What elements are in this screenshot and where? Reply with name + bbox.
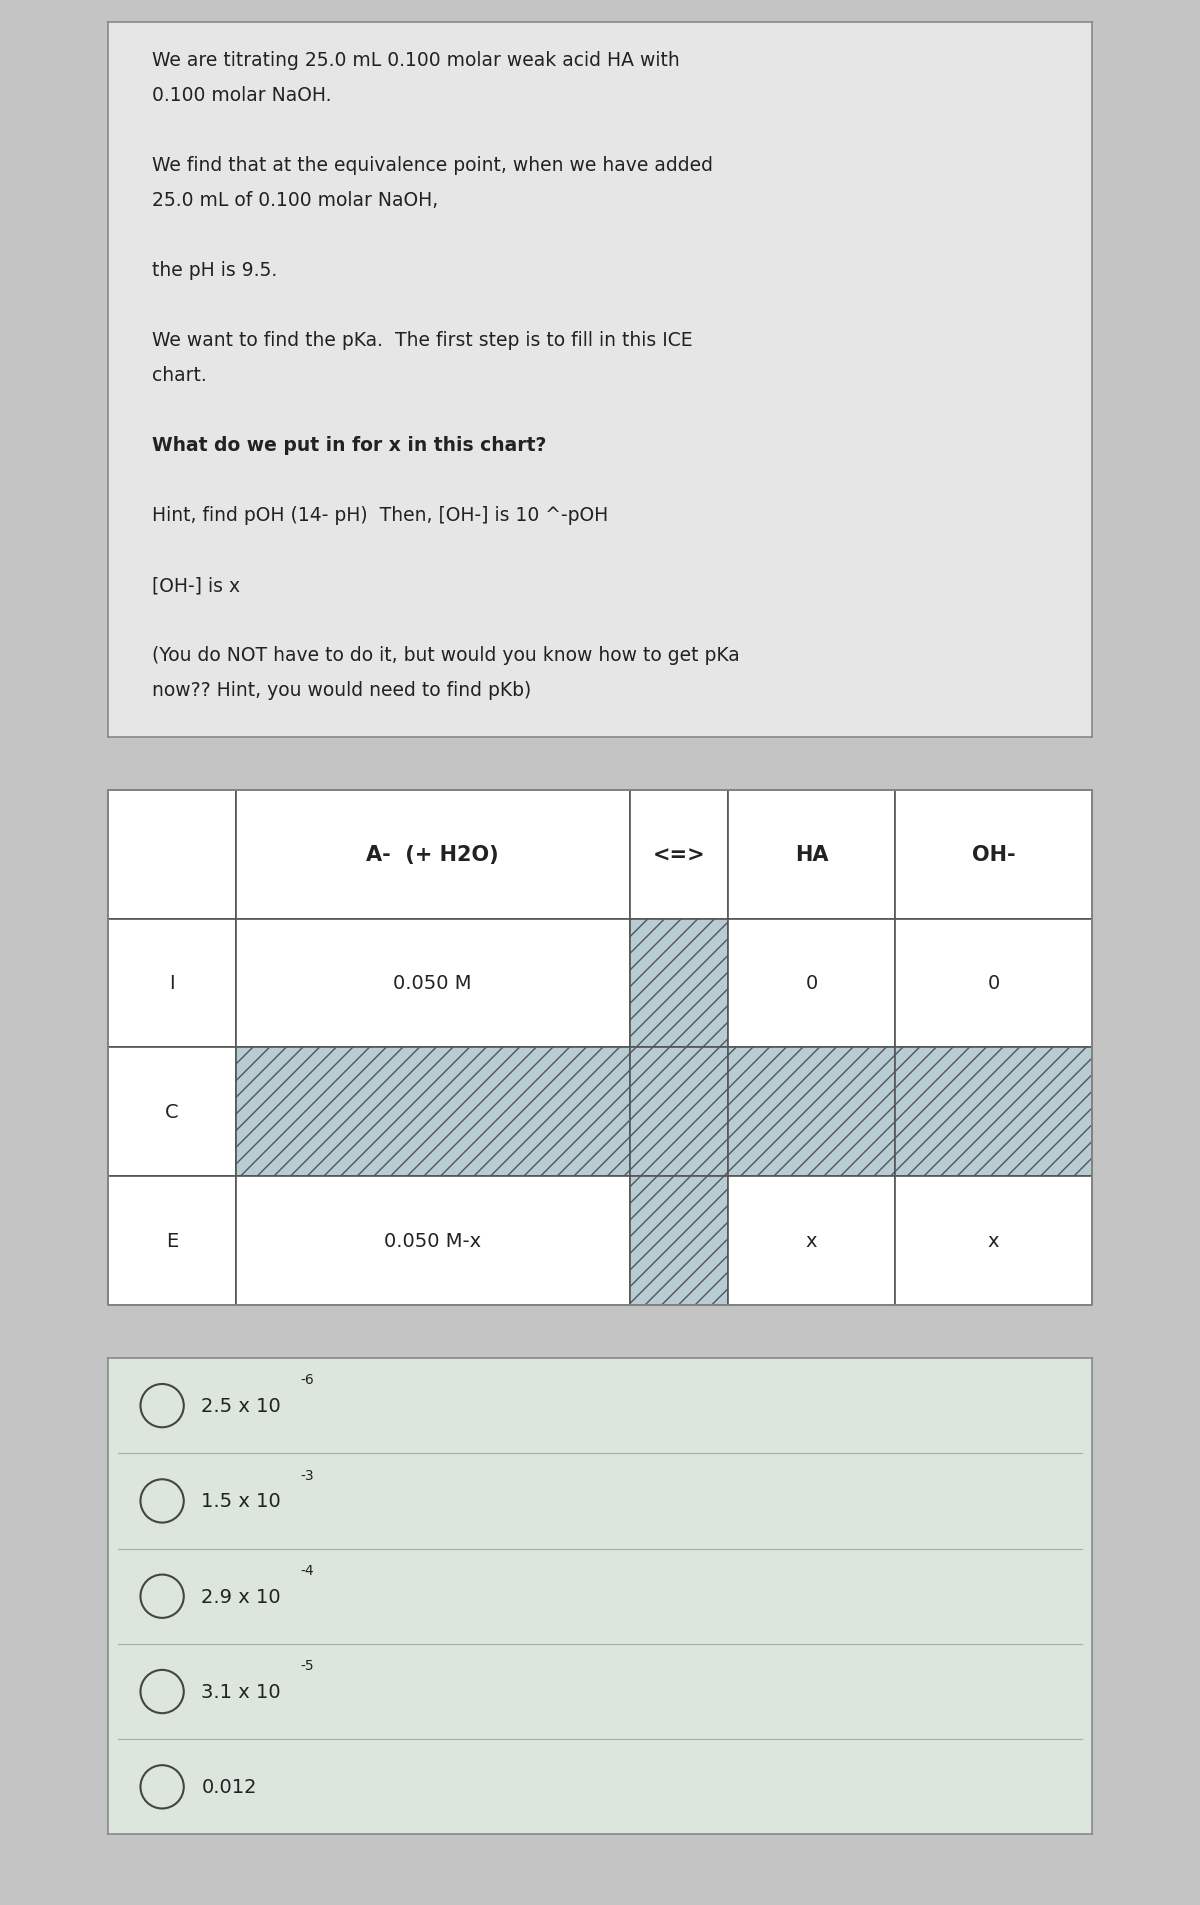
Bar — [630, 1177, 728, 1305]
Bar — [108, 791, 236, 920]
Text: -6: -6 — [300, 1374, 313, 1387]
Bar — [895, 1177, 1092, 1305]
Text: Hint, find pOH (14- pH)  Then, [OH-] is 10 ^-pOH: Hint, find pOH (14- pH) Then, [OH-] is 1… — [152, 507, 608, 526]
Bar — [728, 1048, 895, 1177]
Text: A-  (+ H2O): A- (+ H2O) — [366, 846, 499, 865]
Text: x: x — [988, 1231, 1000, 1250]
Text: -3: -3 — [300, 1469, 313, 1482]
Text: OH-: OH- — [972, 846, 1015, 865]
Text: [OH-] is x: [OH-] is x — [152, 575, 240, 594]
Bar — [728, 920, 895, 1048]
Text: <=>: <=> — [653, 846, 706, 865]
Text: E: E — [166, 1231, 178, 1250]
Text: 0: 0 — [805, 973, 817, 993]
Text: 1.5 x 10: 1.5 x 10 — [202, 1492, 281, 1511]
Text: 0.050 M-x: 0.050 M-x — [384, 1231, 481, 1250]
Text: 0.012: 0.012 — [202, 1777, 257, 1796]
Text: I: I — [169, 973, 175, 993]
Text: HA: HA — [794, 846, 828, 865]
Bar — [895, 791, 1092, 920]
Text: 0.100 molar NaOH.: 0.100 molar NaOH. — [152, 86, 331, 105]
Text: We want to find the pKa.  The first step is to fill in this ICE: We want to find the pKa. The first step … — [152, 331, 692, 351]
Text: 0.050 M: 0.050 M — [394, 973, 472, 993]
Bar — [728, 1177, 895, 1305]
Bar — [630, 920, 728, 1048]
Bar — [236, 1048, 630, 1177]
Text: now?? Hint, you would need to find pKb): now?? Hint, you would need to find pKb) — [152, 680, 532, 699]
Text: 2.9 x 10: 2.9 x 10 — [202, 1587, 281, 1606]
Bar — [236, 1177, 630, 1305]
Text: What do we put in for x in this chart?: What do we put in for x in this chart? — [152, 436, 547, 455]
Text: C: C — [166, 1103, 179, 1122]
Bar — [895, 920, 1092, 1048]
Text: -4: -4 — [300, 1564, 313, 1577]
Text: 0: 0 — [988, 973, 1000, 993]
Bar — [630, 791, 728, 920]
Text: -5: -5 — [300, 1659, 313, 1673]
Text: 25.0 mL of 0.100 molar NaOH,: 25.0 mL of 0.100 molar NaOH, — [152, 190, 438, 210]
Text: (You do NOT have to do it, but would you know how to get pKa: (You do NOT have to do it, but would you… — [152, 646, 740, 665]
Bar — [728, 791, 895, 920]
Text: chart.: chart. — [152, 366, 208, 385]
Bar — [108, 1048, 236, 1177]
Text: the pH is 9.5.: the pH is 9.5. — [152, 261, 277, 280]
Text: x: x — [806, 1231, 817, 1250]
Bar — [236, 920, 630, 1048]
Text: 2.5 x 10: 2.5 x 10 — [202, 1396, 281, 1415]
Bar — [895, 1048, 1092, 1177]
Bar — [108, 920, 236, 1048]
Text: 3.1 x 10: 3.1 x 10 — [202, 1682, 281, 1701]
Bar — [630, 1048, 728, 1177]
Text: We find that at the equivalence point, when we have added: We find that at the equivalence point, w… — [152, 156, 713, 175]
Bar — [236, 791, 630, 920]
Bar — [108, 1177, 236, 1305]
Text: We are titrating 25.0 mL 0.100 molar weak acid HA with: We are titrating 25.0 mL 0.100 molar wea… — [152, 51, 680, 70]
